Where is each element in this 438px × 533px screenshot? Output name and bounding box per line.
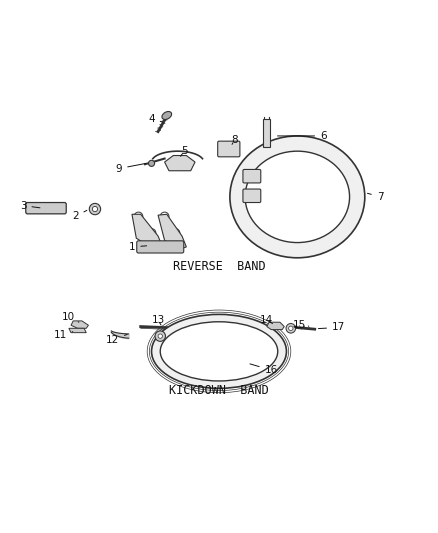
Circle shape	[184, 158, 192, 167]
Text: 17: 17	[318, 322, 345, 333]
Polygon shape	[165, 156, 195, 171]
Circle shape	[169, 158, 178, 167]
Bar	[262, 118, 270, 147]
FancyBboxPatch shape	[218, 141, 240, 157]
Polygon shape	[158, 214, 186, 249]
Circle shape	[134, 212, 143, 221]
Text: 1: 1	[129, 242, 147, 252]
Circle shape	[89, 204, 101, 215]
Polygon shape	[267, 322, 284, 329]
Text: 4: 4	[148, 114, 162, 124]
Circle shape	[171, 229, 180, 237]
Ellipse shape	[162, 111, 172, 119]
Circle shape	[147, 229, 156, 237]
FancyBboxPatch shape	[137, 241, 184, 253]
Text: KICKDOWN  BAND: KICKDOWN BAND	[169, 384, 269, 397]
Circle shape	[222, 146, 229, 152]
Text: 6: 6	[278, 131, 327, 141]
Ellipse shape	[160, 322, 278, 381]
Text: 12: 12	[106, 334, 127, 345]
Circle shape	[92, 206, 98, 212]
Text: 5: 5	[180, 146, 187, 156]
Circle shape	[286, 324, 296, 333]
Text: 3: 3	[20, 200, 40, 211]
Polygon shape	[71, 321, 88, 328]
Text: 8: 8	[231, 135, 237, 146]
FancyBboxPatch shape	[26, 203, 66, 214]
Circle shape	[155, 331, 166, 341]
Text: 11: 11	[53, 330, 73, 340]
Ellipse shape	[152, 314, 286, 389]
Ellipse shape	[230, 136, 365, 258]
Text: 10: 10	[62, 312, 79, 322]
Text: 14: 14	[260, 314, 273, 325]
FancyBboxPatch shape	[243, 189, 261, 203]
Circle shape	[231, 146, 238, 152]
Circle shape	[289, 326, 293, 330]
Text: 9: 9	[116, 164, 146, 174]
Circle shape	[158, 334, 162, 338]
Text: 13: 13	[152, 315, 165, 325]
Text: REVERSE  BAND: REVERSE BAND	[173, 260, 265, 273]
Circle shape	[160, 212, 169, 221]
Polygon shape	[132, 214, 162, 249]
Ellipse shape	[245, 151, 350, 243]
Text: 7: 7	[367, 192, 383, 202]
Text: 16: 16	[250, 364, 278, 375]
Polygon shape	[69, 328, 86, 333]
Circle shape	[148, 160, 155, 166]
Text: 2: 2	[72, 211, 87, 221]
Text: 15: 15	[293, 320, 306, 330]
FancyBboxPatch shape	[243, 169, 261, 183]
